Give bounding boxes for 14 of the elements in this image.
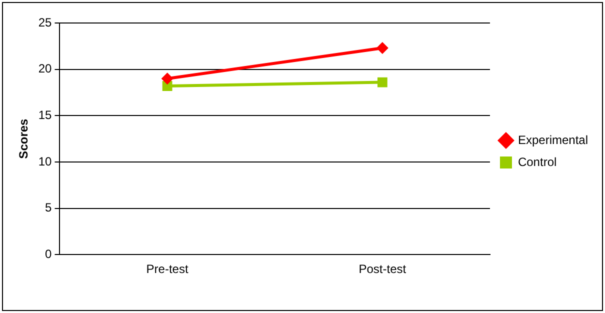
- point: [161, 72, 174, 85]
- y-tick-label: 15: [38, 108, 52, 122]
- x-tick-label: Pre-test: [146, 262, 189, 276]
- x-tick-label: Post-test: [358, 262, 407, 276]
- y-tick-label: 10: [38, 154, 52, 168]
- point: [376, 42, 388, 54]
- point: [377, 77, 388, 88]
- legend-label: Experimental: [518, 132, 588, 147]
- y-axis-title: Scores: [16, 118, 31, 159]
- y-tick-label: 25: [38, 15, 52, 30]
- y-tick-label: 0: [45, 246, 52, 261]
- y-tick-label: 5: [45, 200, 52, 215]
- y-tick-label: 20: [38, 62, 52, 76]
- legend-label: Control: [518, 154, 557, 169]
